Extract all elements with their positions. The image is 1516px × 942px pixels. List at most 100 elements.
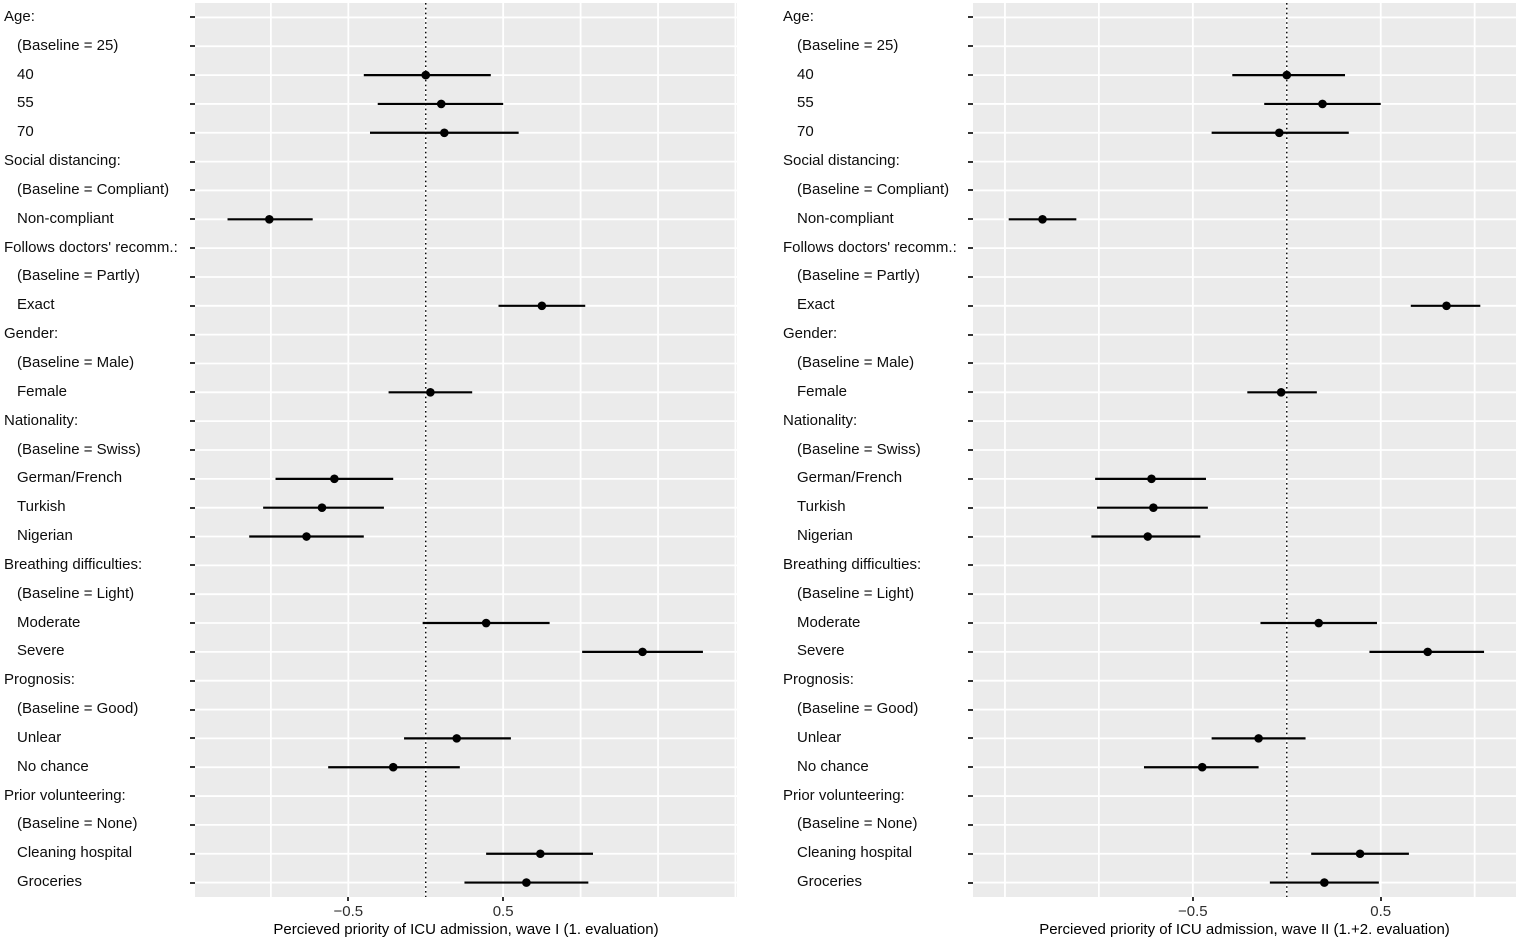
row-label-header: Age: [783,7,814,25]
x-axis-title-wave2: Percieved priority of ICU admission, wav… [1039,921,1450,938]
row-label-header: Prior volunteering: [783,786,905,804]
row-label-estimate: Non-compliant [797,209,894,227]
y-axis-tick [190,74,195,77]
y-axis-tick [968,564,973,567]
y-axis-tick [190,823,195,826]
x-axis-tick [1191,897,1194,901]
y-axis-tick [190,506,195,509]
row-label-baseline: (Baseline = Male) [17,353,135,371]
row-label-estimate: 70 [17,123,34,141]
y-axis-tick [190,160,195,163]
y-axis-tick [968,852,973,855]
row-label-estimate: Unlear [17,728,62,746]
y-axis-tick [968,189,973,192]
forest-svg-wave2 [973,3,1516,897]
point-estimate [1254,734,1263,743]
point-estimate [452,734,462,743]
point-estimate [1143,532,1153,541]
row-label-header: Prognosis: [4,671,75,689]
y-axis-tick [968,45,973,48]
row-label-estimate: 40 [797,65,814,83]
y-axis-tick [190,593,195,596]
y-axis-tick [190,362,195,365]
y-axis-tick [190,131,195,134]
row-label-baseline: (Baseline = Light) [797,584,915,602]
point-estimate [302,532,311,541]
y-axis-tick [968,218,973,221]
y-axis-tick [190,45,195,48]
y-axis-tick [968,679,973,682]
y-axis-tick [968,477,973,480]
x-axis-tick-label: −0.5 [333,903,364,920]
forest-svg-wave1 [195,3,737,897]
row-label-estimate: German/French [797,469,903,487]
row-label-baseline: (Baseline = Partly) [17,267,140,285]
row-label-header: Gender: [783,325,838,343]
row-label-baseline: (Baseline = Compliant) [17,180,170,198]
y-axis-tick [190,333,195,336]
y-axis-tick [190,795,195,798]
y-axis-tick [190,189,195,192]
y-axis-tick [968,593,973,596]
row-label-estimate: Severe [17,642,65,660]
row-label-estimate: 40 [17,65,34,83]
row-label-baseline: (Baseline = Partly) [797,267,920,285]
y-axis-tick [190,737,195,740]
y-axis-tick [190,391,195,394]
row-label-estimate: German/French [17,469,123,487]
x-axis-tick [347,897,350,901]
point-estimate [1282,70,1292,80]
x-axis-tick [1379,897,1382,901]
y-axis-tick [968,102,973,105]
row-label-estimate: No chance [17,757,89,775]
row-label-header: Gender: [4,325,59,343]
y-axis-tick [190,622,195,625]
y-axis-tick [968,160,973,163]
y-axis-tick [968,650,973,653]
point-estimate [1442,301,1451,311]
y-axis-tick [190,304,195,307]
point-estimate [1314,618,1324,628]
point-estimate [1149,503,1158,512]
row-label-header: Breathing difficulties: [783,555,922,573]
y-axis-tick [190,852,195,855]
point-estimate [1355,849,1365,859]
y-axis-tick [968,16,973,19]
y-axis-tick [968,275,973,278]
row-label-baseline: (Baseline = Light) [17,584,135,602]
row-label-baseline: (Baseline = Compliant) [797,180,950,198]
row-label-estimate: Unlear [797,728,842,746]
point-estimate [1276,388,1286,397]
y-axis-tick [968,737,973,740]
point-estimate [421,70,431,80]
plot-area-wave2 [973,3,1516,897]
row-label-baseline: (Baseline = 25) [797,36,899,54]
y-axis-tick [968,362,973,365]
row-label-estimate: Turkish [797,498,846,516]
point-estimate [481,618,491,628]
y-axis-tick [190,102,195,105]
y-axis-tick [190,650,195,653]
x-axis-tick-label: 0.5 [1370,903,1392,920]
y-axis-tick [968,74,973,77]
row-label-baseline: (Baseline = Swiss) [797,440,921,458]
y-axis-tick [968,535,973,538]
point-estimate [536,849,545,859]
point-estimate [436,99,446,109]
row-label-estimate: Non-compliant [17,209,114,227]
y-axis-tick [190,218,195,221]
point-estimate [522,878,531,887]
row-label-estimate: Exact [17,296,55,314]
panel-wave1: Age: (Baseline = 25) 40 55 70 Social distanci… [4,3,737,938]
x-axis-title-wave1: Percieved priority of ICU admission, wav… [273,921,659,938]
y-axis-tick [968,881,973,884]
panel-wave2: Age: (Baseline = 25) 40 55 70 Social distanci… [758,0,1516,942]
point-estimate [317,503,327,512]
y-axis-tick [968,391,973,394]
x-axis-tick [502,897,505,901]
row-label-estimate: Exact [797,296,835,314]
row-label-estimate: Severe [797,642,845,660]
y-axis-tick [190,449,195,451]
row-label-header: Social distancing: [4,152,121,170]
row-label-estimate: Female [17,382,68,400]
